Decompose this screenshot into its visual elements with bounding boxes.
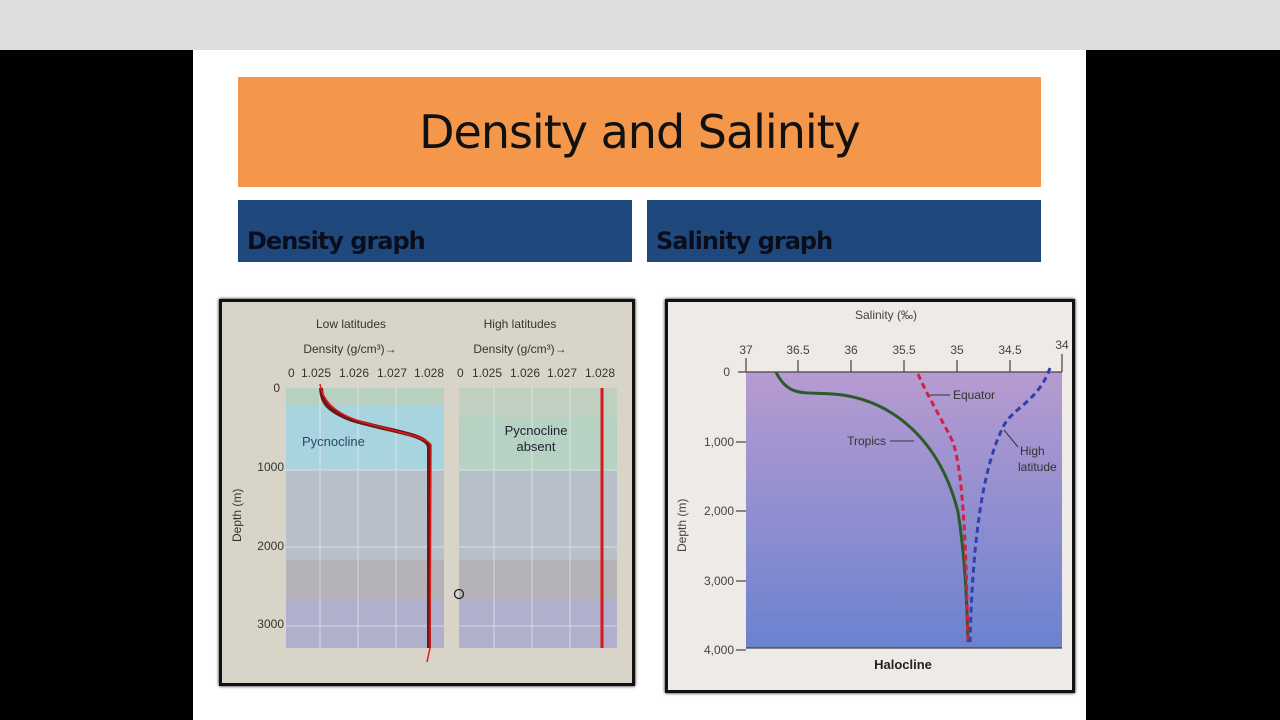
- tick: 34.5: [998, 343, 1022, 357]
- high-density-axis-label: Density (g/cm³)→: [473, 342, 566, 356]
- tick: 2000: [257, 539, 284, 553]
- tick: 1.028: [414, 366, 444, 380]
- window-top-bar: [0, 0, 1280, 50]
- tropics-label: Tropics: [847, 434, 886, 448]
- tick: 4,000: [704, 643, 734, 657]
- mouse-cursor-icon: [453, 588, 465, 600]
- pycnocline-absent-label-2: absent: [516, 439, 555, 454]
- tick: 34: [1055, 338, 1069, 352]
- high-latitudes-title: High latitudes: [484, 317, 557, 331]
- density-graph-header: Density graph: [238, 200, 632, 262]
- tick: 36.5: [786, 343, 810, 357]
- salinity-graph-label: Salinity graph: [656, 227, 833, 255]
- pycnocline-absent-label: Pycnocline: [505, 423, 568, 438]
- tick: 1.026: [339, 366, 369, 380]
- tick: 36: [844, 343, 858, 357]
- tick: 1,000: [704, 435, 734, 449]
- density-graph-image: Low latitudes High latitudes Density (g/…: [219, 299, 635, 686]
- equator-label: Equator: [953, 388, 995, 402]
- depth-axis-label: Depth (m): [230, 489, 244, 542]
- tick: 37: [739, 343, 753, 357]
- tick: 1.028: [585, 366, 615, 380]
- tick: 1.026: [510, 366, 540, 380]
- density-graph-label: Density graph: [247, 227, 426, 255]
- slide-title: Density and Salinity: [419, 105, 861, 159]
- slide-title-box: Density and Salinity: [238, 77, 1041, 187]
- tick: 0: [723, 365, 730, 379]
- tick: 2,000: [704, 504, 734, 518]
- tick: 0: [273, 381, 280, 395]
- salinity-axis-label: Salinity (‰): [855, 308, 917, 322]
- high-latitude-label-2: latitude: [1018, 460, 1057, 474]
- tick: 1.027: [547, 366, 577, 380]
- tick: 3,000: [704, 574, 734, 588]
- tick: 1.025: [301, 366, 331, 380]
- tick: 1.027: [377, 366, 407, 380]
- tick: 0: [457, 366, 464, 380]
- salinity-graph-image: Salinity (‰) 37 36.5 36 35.5 35 34.5 34 …: [665, 299, 1075, 693]
- tick: 3000: [257, 617, 284, 631]
- low-latitudes-title: Low latitudes: [316, 317, 386, 331]
- slide-canvas: Density and Salinity Density graph Salin…: [193, 50, 1086, 720]
- tick: 0: [288, 366, 295, 380]
- tick: 1000: [257, 460, 284, 474]
- depth-axis-label: Depth (m): [675, 499, 689, 552]
- halocline-caption: Halocline: [874, 657, 932, 672]
- high-latitude-label: High: [1020, 444, 1045, 458]
- tick: 1.025: [472, 366, 502, 380]
- pycnocline-label: Pycnocline: [302, 434, 365, 449]
- tick: 35: [950, 343, 964, 357]
- low-density-axis-label: Density (g/cm³)→: [303, 342, 396, 356]
- salinity-graph-header: Salinity graph: [647, 200, 1041, 262]
- tick: 35.5: [892, 343, 916, 357]
